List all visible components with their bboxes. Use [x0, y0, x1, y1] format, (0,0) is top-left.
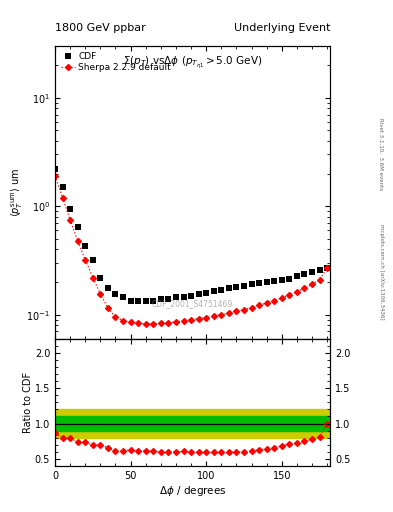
- Y-axis label: $\langle p_T^{\rm sum}\rangle$ um: $\langle p_T^{\rm sum}\rangle$ um: [9, 168, 25, 217]
- CDF: [75, 223, 80, 229]
- Sherpa 2.2.9 default: [204, 314, 209, 321]
- Sherpa 2.2.9 default: [257, 302, 261, 308]
- Bar: [55, 410, 330, 438]
- Text: $\Sigma(p_T)$ vs$\Delta\phi$ $(p_{T_{\eta1}} > 5.0$ GeV$)$: $\Sigma(p_T)$ vs$\Delta\phi$ $(p_{T_{\et…: [123, 55, 262, 71]
- Y-axis label: Ratio to CDF: Ratio to CDF: [24, 372, 33, 433]
- X-axis label: $\Delta\phi$ / degrees: $\Delta\phi$ / degrees: [159, 483, 226, 498]
- Line: Sherpa 2.2.9 default: Sherpa 2.2.9 default: [53, 174, 329, 326]
- Sherpa 2.2.9 default: [287, 292, 292, 298]
- CDF: [158, 296, 163, 302]
- Text: CDF_2001_S4751469: CDF_2001_S4751469: [152, 299, 233, 308]
- Sherpa 2.2.9 default: [121, 317, 125, 324]
- CDF: [257, 280, 261, 286]
- CDF: [264, 279, 269, 285]
- CDF: [68, 206, 72, 212]
- Sherpa 2.2.9 default: [294, 289, 299, 295]
- CDF: [53, 166, 57, 172]
- Sherpa 2.2.9 default: [143, 321, 148, 327]
- CDF: [113, 291, 118, 297]
- Sherpa 2.2.9 default: [211, 313, 216, 319]
- Sherpa 2.2.9 default: [113, 314, 118, 320]
- CDF: [121, 294, 125, 300]
- Legend: CDF, Sherpa 2.2.9 default: CDF, Sherpa 2.2.9 default: [59, 51, 173, 74]
- CDF: [272, 278, 277, 284]
- Text: 1800 GeV ppbar: 1800 GeV ppbar: [55, 23, 146, 33]
- CDF: [302, 271, 307, 278]
- Sherpa 2.2.9 default: [128, 319, 133, 325]
- CDF: [219, 287, 224, 293]
- CDF: [174, 294, 178, 300]
- CDF: [181, 294, 186, 300]
- Sherpa 2.2.9 default: [75, 238, 80, 244]
- Sherpa 2.2.9 default: [158, 321, 163, 327]
- Sherpa 2.2.9 default: [219, 312, 224, 318]
- Sherpa 2.2.9 default: [53, 173, 57, 179]
- Sherpa 2.2.9 default: [189, 316, 193, 323]
- Text: mcplots.cern.ch [arXiv:1306.3436]: mcplots.cern.ch [arXiv:1306.3436]: [379, 224, 384, 319]
- CDF: [279, 276, 284, 283]
- CDF: [106, 285, 110, 291]
- CDF: [242, 283, 246, 289]
- Sherpa 2.2.9 default: [310, 282, 314, 288]
- CDF: [196, 291, 201, 297]
- Sherpa 2.2.9 default: [151, 321, 156, 327]
- Sherpa 2.2.9 default: [249, 305, 254, 311]
- Sherpa 2.2.9 default: [106, 305, 110, 311]
- Sherpa 2.2.9 default: [98, 291, 103, 297]
- Sherpa 2.2.9 default: [325, 265, 329, 271]
- Sherpa 2.2.9 default: [226, 310, 231, 316]
- Line: CDF: CDF: [52, 166, 330, 303]
- CDF: [128, 297, 133, 304]
- Bar: [55, 416, 330, 431]
- CDF: [189, 292, 193, 298]
- Sherpa 2.2.9 default: [166, 320, 171, 326]
- Sherpa 2.2.9 default: [60, 195, 65, 201]
- Sherpa 2.2.9 default: [181, 317, 186, 324]
- CDF: [204, 289, 209, 295]
- CDF: [325, 265, 329, 271]
- Text: Rivet 3.1.10,  3.6M events: Rivet 3.1.10, 3.6M events: [379, 118, 384, 189]
- Sherpa 2.2.9 default: [317, 276, 322, 283]
- Sherpa 2.2.9 default: [196, 315, 201, 322]
- CDF: [136, 297, 141, 304]
- Sherpa 2.2.9 default: [136, 321, 141, 327]
- CDF: [287, 275, 292, 282]
- CDF: [60, 184, 65, 190]
- CDF: [143, 297, 148, 304]
- Sherpa 2.2.9 default: [242, 307, 246, 313]
- Sherpa 2.2.9 default: [264, 300, 269, 306]
- Sherpa 2.2.9 default: [174, 318, 178, 325]
- CDF: [226, 285, 231, 291]
- Sherpa 2.2.9 default: [234, 308, 239, 314]
- Sherpa 2.2.9 default: [279, 295, 284, 301]
- Sherpa 2.2.9 default: [302, 285, 307, 291]
- CDF: [166, 296, 171, 302]
- Text: Underlying Event: Underlying Event: [233, 23, 330, 33]
- CDF: [310, 269, 314, 275]
- Sherpa 2.2.9 default: [90, 274, 95, 281]
- CDF: [83, 243, 88, 249]
- CDF: [90, 257, 95, 263]
- CDF: [317, 267, 322, 273]
- CDF: [151, 297, 156, 304]
- CDF: [234, 284, 239, 290]
- Sherpa 2.2.9 default: [68, 217, 72, 223]
- CDF: [249, 282, 254, 288]
- CDF: [98, 274, 103, 281]
- Sherpa 2.2.9 default: [272, 297, 277, 304]
- CDF: [211, 288, 216, 294]
- Sherpa 2.2.9 default: [83, 257, 88, 263]
- CDF: [294, 273, 299, 280]
